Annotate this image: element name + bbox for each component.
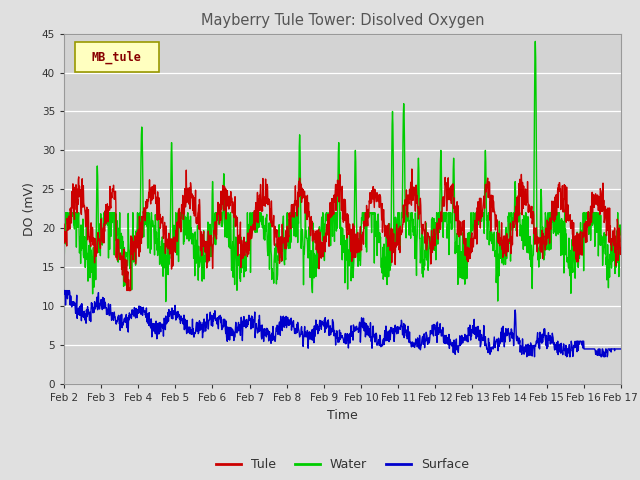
FancyBboxPatch shape [75, 42, 159, 72]
Legend: Tule, Water, Surface: Tule, Water, Surface [211, 453, 474, 476]
Text: MB_tule: MB_tule [92, 50, 142, 64]
X-axis label: Time: Time [327, 408, 358, 421]
Title: Mayberry Tule Tower: Disolved Oxygen: Mayberry Tule Tower: Disolved Oxygen [201, 13, 484, 28]
Y-axis label: DO (mV): DO (mV) [23, 182, 36, 236]
